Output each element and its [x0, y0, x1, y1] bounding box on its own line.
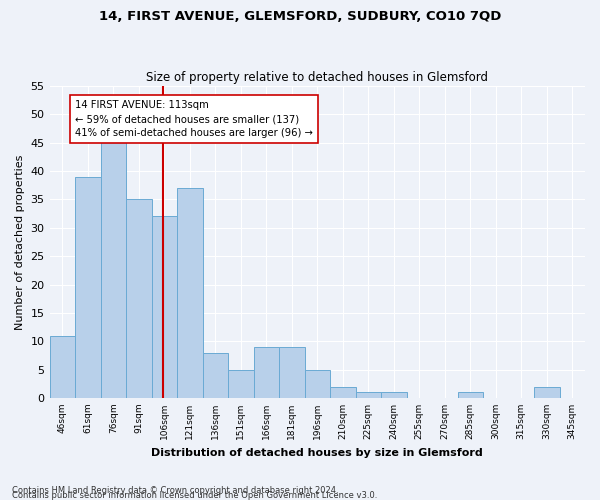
- Bar: [305, 370, 330, 398]
- X-axis label: Distribution of detached houses by size in Glemsford: Distribution of detached houses by size …: [151, 448, 483, 458]
- Text: 14, FIRST AVENUE, GLEMSFORD, SUDBURY, CO10 7QD: 14, FIRST AVENUE, GLEMSFORD, SUDBURY, CO…: [99, 10, 501, 23]
- Bar: [356, 392, 381, 398]
- Bar: [458, 392, 483, 398]
- Bar: [50, 336, 75, 398]
- Bar: [279, 347, 305, 398]
- Bar: [126, 200, 152, 398]
- Bar: [228, 370, 254, 398]
- Text: Contains HM Land Registry data © Crown copyright and database right 2024.: Contains HM Land Registry data © Crown c…: [12, 486, 338, 495]
- Bar: [534, 386, 560, 398]
- Bar: [101, 137, 126, 398]
- Bar: [203, 352, 228, 398]
- Text: 14 FIRST AVENUE: 113sqm
← 59% of detached houses are smaller (137)
41% of semi-d: 14 FIRST AVENUE: 113sqm ← 59% of detache…: [75, 100, 313, 138]
- Bar: [152, 216, 177, 398]
- Bar: [330, 386, 356, 398]
- Bar: [254, 347, 279, 398]
- Title: Size of property relative to detached houses in Glemsford: Size of property relative to detached ho…: [146, 70, 488, 84]
- Y-axis label: Number of detached properties: Number of detached properties: [15, 154, 25, 330]
- Bar: [75, 177, 101, 398]
- Text: Contains public sector information licensed under the Open Government Licence v3: Contains public sector information licen…: [12, 490, 377, 500]
- Bar: [177, 188, 203, 398]
- Bar: [381, 392, 407, 398]
